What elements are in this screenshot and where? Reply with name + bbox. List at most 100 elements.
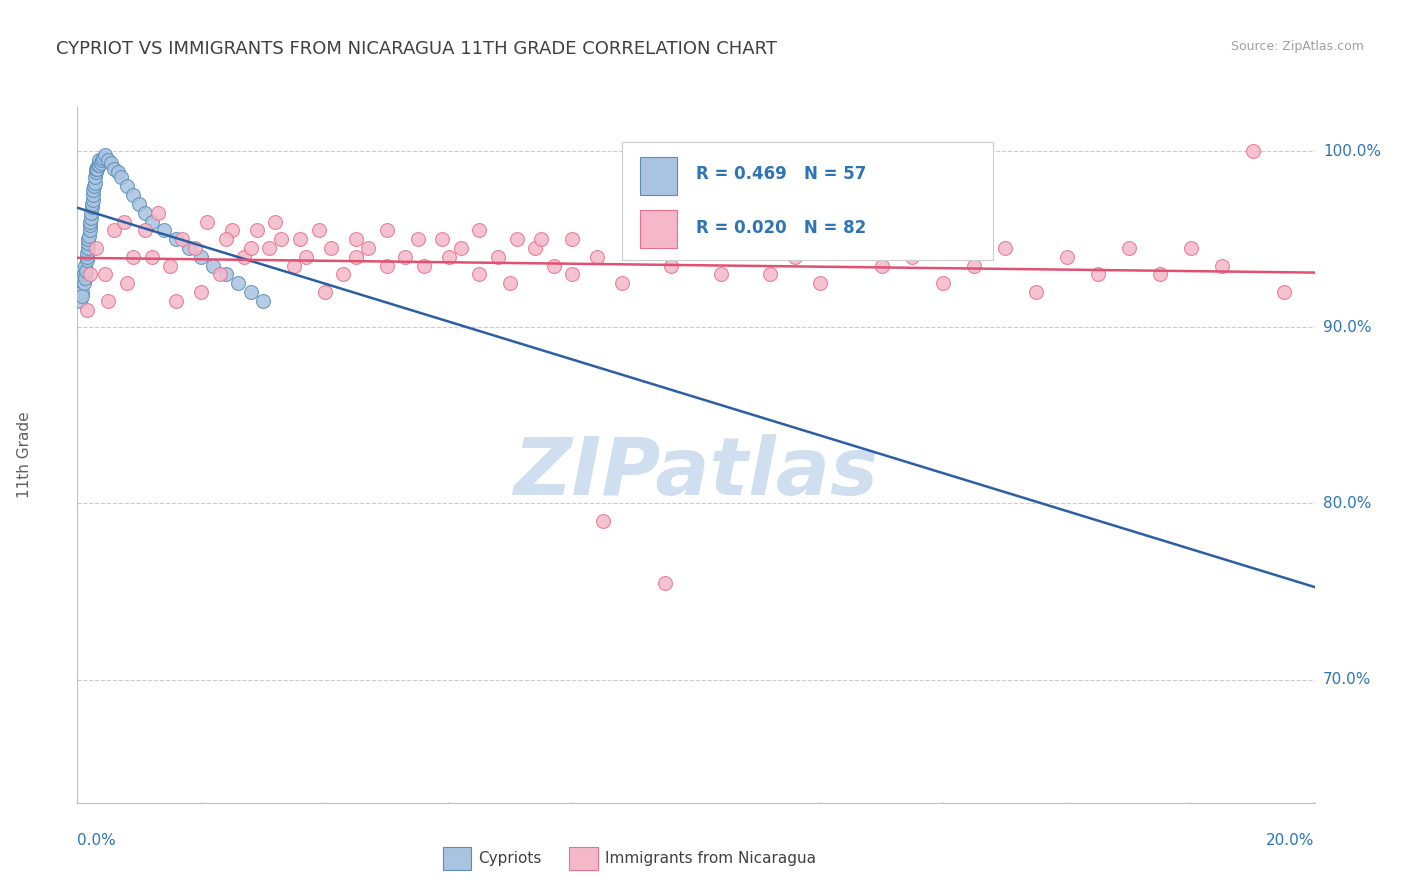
Point xyxy=(486,250,509,264)
Point xyxy=(97,293,120,308)
Point xyxy=(79,218,101,232)
Point xyxy=(734,241,756,255)
Point xyxy=(83,176,105,190)
Point xyxy=(1241,144,1264,158)
Point xyxy=(103,223,125,237)
Point xyxy=(91,153,114,167)
Point xyxy=(499,276,522,290)
Text: R = 0.469   N = 57: R = 0.469 N = 57 xyxy=(696,165,866,184)
Point xyxy=(592,514,614,528)
Point xyxy=(76,246,98,260)
Point xyxy=(79,223,101,237)
Point xyxy=(870,259,893,273)
Point xyxy=(759,268,782,282)
Point xyxy=(115,179,138,194)
Point xyxy=(91,151,114,165)
Point xyxy=(1272,285,1295,299)
Point xyxy=(80,205,103,219)
Point xyxy=(110,170,132,185)
Point xyxy=(1149,268,1171,282)
Point xyxy=(839,241,862,255)
Point xyxy=(112,214,135,228)
Point xyxy=(165,232,187,246)
Point xyxy=(221,223,243,237)
Point xyxy=(257,241,280,255)
Point xyxy=(103,161,125,176)
Point xyxy=(543,259,565,273)
Text: 11th Grade: 11th Grade xyxy=(17,411,32,499)
Text: ZIPatlas: ZIPatlas xyxy=(513,434,879,511)
Point xyxy=(86,161,108,176)
Point xyxy=(654,575,676,590)
Point xyxy=(115,276,138,290)
Point xyxy=(82,188,104,202)
Point xyxy=(84,241,107,255)
Point xyxy=(412,259,434,273)
Point xyxy=(190,250,212,264)
Text: 70.0%: 70.0% xyxy=(1323,672,1371,687)
Point xyxy=(77,228,100,243)
Point xyxy=(505,232,527,246)
Point xyxy=(314,285,336,299)
Point xyxy=(202,259,225,273)
Point xyxy=(69,293,91,308)
Text: Immigrants from Nicaragua: Immigrants from Nicaragua xyxy=(605,851,815,865)
Point xyxy=(79,214,101,228)
Point xyxy=(84,165,107,179)
Point xyxy=(295,250,318,264)
Point xyxy=(1118,241,1140,255)
Point xyxy=(165,293,187,308)
Point xyxy=(283,259,305,273)
Point xyxy=(87,158,110,172)
Text: 80.0%: 80.0% xyxy=(1323,496,1371,511)
Point xyxy=(77,232,100,246)
Point xyxy=(394,250,416,264)
Point xyxy=(77,235,100,250)
Point xyxy=(1025,285,1047,299)
Point xyxy=(1180,241,1202,255)
Point xyxy=(90,156,112,170)
Point xyxy=(215,232,238,246)
Point xyxy=(239,285,262,299)
Point xyxy=(270,232,292,246)
Text: 0.0%: 0.0% xyxy=(77,833,117,848)
Point xyxy=(932,276,955,290)
Point xyxy=(437,250,460,264)
Point xyxy=(82,183,104,197)
Point xyxy=(153,223,176,237)
Point xyxy=(94,268,117,282)
Point xyxy=(215,268,238,282)
Point xyxy=(84,170,107,185)
Point xyxy=(122,188,145,202)
Point xyxy=(610,276,633,290)
Text: 100.0%: 100.0% xyxy=(1323,144,1381,159)
Point xyxy=(1056,250,1078,264)
Point xyxy=(233,250,256,264)
Point xyxy=(586,250,609,264)
Point xyxy=(226,276,249,290)
Point xyxy=(1211,259,1233,273)
Point xyxy=(808,276,831,290)
FancyBboxPatch shape xyxy=(621,142,993,260)
Point xyxy=(75,264,97,278)
Point xyxy=(524,241,547,255)
Point xyxy=(128,197,150,211)
Point xyxy=(73,271,96,285)
Point xyxy=(288,232,311,246)
Point xyxy=(190,285,212,299)
Point xyxy=(246,223,269,237)
Point xyxy=(134,205,156,219)
Point xyxy=(75,259,97,273)
Point xyxy=(72,288,94,302)
Point xyxy=(783,250,806,264)
Point xyxy=(710,268,733,282)
Point xyxy=(134,223,156,237)
Point xyxy=(80,201,103,215)
Point xyxy=(530,232,553,246)
Point xyxy=(450,241,472,255)
Point xyxy=(83,179,105,194)
Point xyxy=(70,285,93,299)
Point xyxy=(375,223,398,237)
Point xyxy=(87,158,110,172)
Text: 90.0%: 90.0% xyxy=(1323,319,1371,334)
